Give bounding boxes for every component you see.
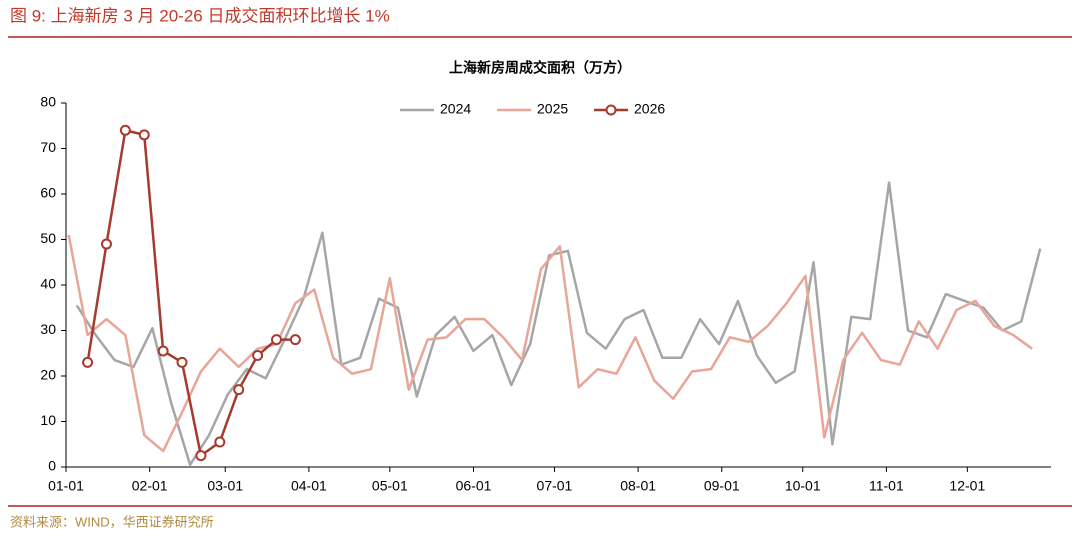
legend-label: 2025	[537, 101, 568, 117]
legend-marker	[605, 104, 617, 116]
chart-title: 上海新房周成交面积（万方）	[449, 60, 631, 76]
source-note: 资料来源：WIND，华西证券研究所	[10, 514, 214, 529]
y-tick-label: 60	[40, 185, 56, 201]
point	[138, 129, 150, 141]
y-tick-label: 70	[40, 139, 56, 155]
x-tick-label: 04-01	[291, 478, 327, 494]
point	[195, 450, 207, 462]
y-tick-label: 80	[40, 94, 56, 110]
point	[82, 356, 94, 368]
x-tick-label: 03-01	[207, 478, 243, 494]
x-tick-label: 01-01	[48, 478, 84, 494]
point	[270, 334, 282, 346]
series-line	[67, 234, 1033, 453]
point	[233, 384, 245, 396]
series-line	[75, 181, 1042, 466]
legend-label: 2026	[634, 101, 665, 117]
point	[289, 334, 301, 346]
y-tick-label: 0	[48, 458, 56, 474]
x-tick-label: 12-01	[949, 478, 985, 494]
point	[119, 124, 131, 136]
y-tick-label: 50	[40, 230, 56, 246]
legend-label: 2024	[440, 101, 471, 117]
x-tick-label: 06-01	[456, 478, 492, 494]
point	[214, 436, 226, 448]
x-tick-label: 11-01	[869, 478, 904, 494]
point	[176, 356, 188, 368]
figure-title: 图 9: 上海新房 3 月 20-26 日成交面积环比增长 1%	[10, 6, 390, 25]
y-tick-label: 40	[40, 276, 56, 292]
x-tick-label: 10-01	[785, 478, 821, 494]
y-tick-label: 20	[40, 367, 56, 383]
y-tick-label: 30	[40, 321, 56, 337]
x-tick-label: 02-01	[132, 478, 168, 494]
x-tick-label: 09-01	[704, 478, 740, 494]
series-line	[86, 129, 296, 457]
point	[100, 238, 112, 250]
y-tick-label: 10	[40, 412, 56, 428]
x-tick-label: 08-01	[620, 478, 656, 494]
point	[157, 345, 169, 357]
x-tick-label: 05-01	[372, 478, 408, 494]
point	[252, 350, 264, 362]
x-tick-label: 07-01	[537, 478, 573, 494]
